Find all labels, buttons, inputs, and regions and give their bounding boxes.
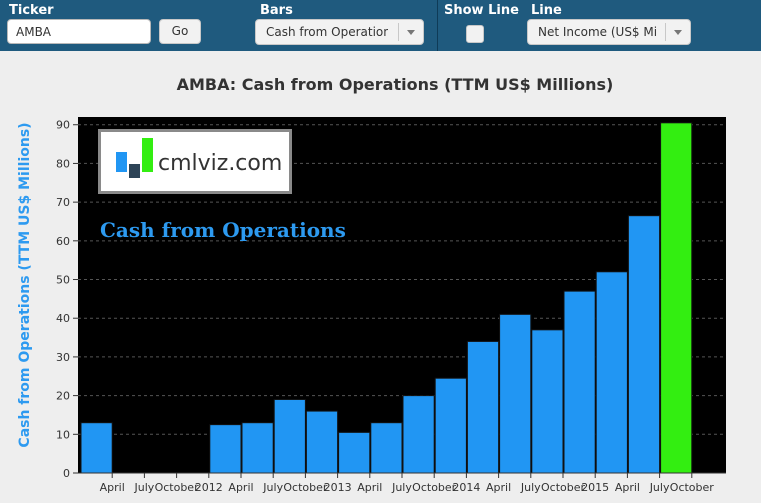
bar bbox=[434, 377, 467, 474]
y-tick-label: 30 bbox=[56, 351, 70, 364]
bar bbox=[627, 215, 661, 474]
bar bbox=[305, 410, 339, 474]
show-line-checkbox[interactable] bbox=[466, 25, 484, 43]
ticker-input[interactable] bbox=[7, 19, 151, 44]
line-select[interactable]: Net Income (US$ Millions) bbox=[527, 19, 691, 45]
bar bbox=[209, 424, 242, 474]
x-tick-label: April bbox=[486, 481, 511, 494]
x-tick-label: October bbox=[541, 481, 585, 494]
bar bbox=[466, 340, 500, 474]
x-tick-label: 2014 bbox=[452, 481, 480, 494]
y-tick-label: 80 bbox=[56, 157, 70, 170]
x-tick-label: October bbox=[412, 481, 456, 494]
control-bar: Ticker Go Bars Cash from Operations Show… bbox=[0, 0, 761, 51]
bar bbox=[370, 422, 403, 474]
x-tick-label: April bbox=[228, 481, 253, 494]
chevron-down-icon bbox=[665, 23, 690, 41]
x-tick-label: April bbox=[100, 481, 125, 494]
bar bbox=[80, 422, 113, 474]
ticker-label: Ticker bbox=[9, 3, 54, 18]
x-tick-label: July bbox=[134, 481, 155, 494]
logo-mark-icon bbox=[116, 138, 153, 178]
x-tick-label: October bbox=[283, 481, 327, 494]
y-tick-label: 60 bbox=[56, 235, 70, 248]
bar bbox=[273, 398, 306, 474]
bar bbox=[595, 271, 628, 474]
y-tick-label: 10 bbox=[56, 428, 70, 441]
show-line-label: Show Line bbox=[444, 3, 519, 18]
y-tick-label: 90 bbox=[56, 119, 70, 132]
y-tick-label: 70 bbox=[56, 196, 70, 209]
bar bbox=[563, 290, 596, 474]
x-tick-label: July bbox=[649, 481, 670, 494]
cmlviz-logo: cmlviz.com bbox=[98, 129, 292, 194]
bar bbox=[402, 395, 435, 474]
chevron-down-icon bbox=[398, 23, 423, 41]
x-tick-label: October bbox=[670, 481, 714, 494]
x-tick-label: 2015 bbox=[581, 481, 609, 494]
x-tick-label: July bbox=[262, 481, 283, 494]
y-tick-label: 0 bbox=[63, 467, 70, 480]
bars-select[interactable]: Cash from Operations bbox=[255, 19, 424, 45]
bar bbox=[338, 431, 371, 474]
go-button[interactable]: Go bbox=[159, 19, 201, 44]
x-tick-label: 2012 bbox=[195, 481, 223, 494]
x-tick-label: October bbox=[155, 481, 199, 494]
logo-text: cmlviz.com bbox=[158, 151, 283, 176]
x-tick-label: July bbox=[520, 481, 541, 494]
x-tick-label: April bbox=[615, 481, 640, 494]
y-tick-label: 40 bbox=[56, 312, 70, 325]
control-divider bbox=[437, 0, 438, 51]
line-label: Line bbox=[531, 3, 562, 18]
chart-title: AMBA: Cash from Operations (TTM US$ Mill… bbox=[176, 75, 614, 94]
bar bbox=[531, 329, 564, 474]
x-tick-label: April bbox=[357, 481, 382, 494]
x-tick-label: 2013 bbox=[324, 481, 352, 494]
series-caption: Cash from Operations bbox=[100, 218, 346, 242]
bar bbox=[241, 422, 274, 474]
bars-select-value: Cash from Operations bbox=[266, 25, 388, 39]
line-select-value: Net Income (US$ Millions) bbox=[538, 25, 656, 39]
y-tick-label: 20 bbox=[56, 390, 70, 403]
y-tick-label: 50 bbox=[56, 274, 70, 287]
bars-label: Bars bbox=[260, 3, 293, 18]
bar bbox=[499, 313, 532, 474]
x-tick-label: July bbox=[391, 481, 412, 494]
bar bbox=[660, 122, 693, 474]
